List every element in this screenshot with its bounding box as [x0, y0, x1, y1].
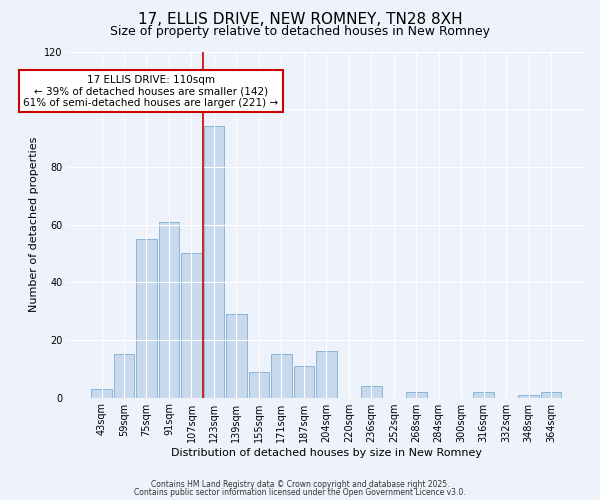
Bar: [226, 314, 247, 398]
X-axis label: Distribution of detached houses by size in New Romney: Distribution of detached houses by size …: [171, 448, 482, 458]
Bar: [158, 222, 179, 398]
Bar: [248, 372, 269, 398]
Text: 17, ELLIS DRIVE, NEW ROMNEY, TN28 8XH: 17, ELLIS DRIVE, NEW ROMNEY, TN28 8XH: [137, 12, 463, 28]
Bar: [406, 392, 427, 398]
Bar: [91, 389, 112, 398]
Bar: [271, 354, 292, 398]
Text: Size of property relative to detached houses in New Romney: Size of property relative to detached ho…: [110, 25, 490, 38]
Bar: [293, 366, 314, 398]
Bar: [181, 254, 202, 398]
Bar: [473, 392, 494, 398]
Bar: [316, 352, 337, 398]
Bar: [541, 392, 562, 398]
Y-axis label: Number of detached properties: Number of detached properties: [29, 137, 39, 312]
Bar: [113, 354, 134, 398]
Text: Contains public sector information licensed under the Open Government Licence v3: Contains public sector information licen…: [134, 488, 466, 497]
Bar: [203, 126, 224, 398]
Text: 17 ELLIS DRIVE: 110sqm
← 39% of detached houses are smaller (142)
61% of semi-de: 17 ELLIS DRIVE: 110sqm ← 39% of detached…: [23, 74, 278, 108]
Text: Contains HM Land Registry data © Crown copyright and database right 2025.: Contains HM Land Registry data © Crown c…: [151, 480, 449, 489]
Bar: [518, 394, 539, 398]
Bar: [361, 386, 382, 398]
Bar: [136, 239, 157, 398]
